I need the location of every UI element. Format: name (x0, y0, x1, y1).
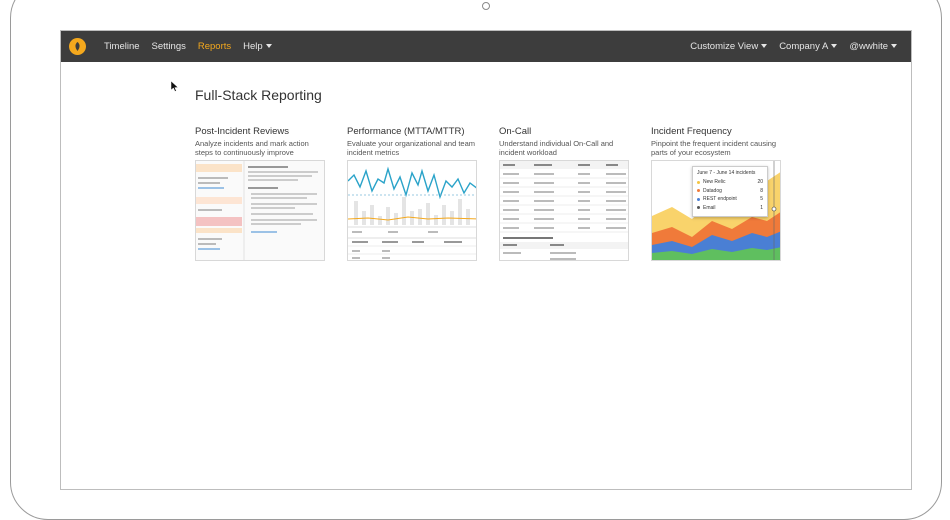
report-card-on-call[interactable]: On-Call Understand individual On-Call an… (499, 126, 631, 261)
report-card-performance[interactable]: Performance (MTTA/MTTR) Evaluate your or… (347, 126, 479, 261)
tooltip-row: New Relic 20 (697, 179, 763, 185)
series-dot-icon (697, 206, 700, 209)
chevron-down-icon (761, 44, 768, 49)
tooltip-row-label: REST endpoint (703, 196, 737, 202)
tooltip-row-label: New Relic (703, 179, 726, 185)
on-call-thumbnail[interactable] (499, 160, 629, 261)
report-card-post-incident[interactable]: Post-Incident Reviews Analyze incidents … (195, 126, 327, 261)
nav-reports[interactable]: Reports (197, 41, 232, 52)
company-label: Company A (779, 41, 829, 52)
card-description: Evaluate your organizational and team in… (347, 139, 475, 157)
card-description: Pinpoint the frequent incident causing p… (651, 139, 777, 157)
nav-timeline[interactable]: Timeline (104, 41, 140, 52)
card-title[interactable]: Incident Frequency (651, 126, 732, 137)
nav-right: Customize View Company A @wwhite (684, 41, 903, 52)
customize-view-menu[interactable]: Customize View (684, 41, 773, 52)
company-menu[interactable]: Company A (773, 41, 843, 52)
tooltip-row: Email 1 (697, 205, 763, 211)
tooltip-row-label: Email (703, 204, 716, 211)
card-title[interactable]: Performance (MTTA/MTTR) (347, 126, 465, 137)
page-title: Full-Stack Reporting (195, 87, 322, 103)
tooltip-title: June 7 - June 14 incidents (697, 170, 756, 176)
nav-help-label: Help (243, 41, 263, 52)
user-menu[interactable]: @wwhite (843, 41, 903, 52)
victorops-logo-icon[interactable] (69, 38, 86, 55)
browser-screen: Timeline Settings Reports Help Customize… (60, 30, 912, 490)
tooltip-row-value: 20 (757, 179, 763, 185)
performance-thumbnail[interactable] (347, 160, 477, 261)
nav-settings[interactable]: Settings (151, 41, 186, 52)
card-title[interactable]: On-Call (499, 126, 532, 137)
post-incident-thumbnail[interactable] (195, 160, 325, 261)
chevron-down-icon (265, 44, 272, 49)
nav-help[interactable]: Help (237, 41, 278, 52)
chevron-down-icon (891, 44, 897, 49)
top-navbar: Timeline Settings Reports Help Customize… (61, 31, 911, 62)
tooltip-row-label: Datadog (703, 187, 722, 194)
camera-dot (482, 2, 490, 10)
incident-frequency-thumbnail[interactable]: June 7 - June 14 incidents New Relic 20 Da… (651, 160, 781, 261)
customize-view-label: Customize View (690, 41, 759, 52)
tooltip-row-value: 8 (760, 187, 763, 194)
card-title[interactable]: Post-Incident Reviews (195, 126, 289, 137)
series-dot-icon (697, 189, 700, 192)
tooltip-row: REST endpoint 5 (697, 196, 763, 202)
tooltip-row: Datadog 8 (697, 188, 763, 194)
tooltip-rows: New Relic 20 Datadog 8 REST endpoint 5 Email 1 (697, 179, 763, 211)
series-dot-icon (697, 180, 700, 184)
report-card-incident-frequency[interactable]: Incident Frequency Pinpoint the frequent… (651, 126, 783, 261)
mouse-cursor-icon (170, 79, 179, 97)
tooltip-row-value: 1 (760, 204, 763, 211)
device-frame: Timeline Settings Reports Help Customize… (10, 0, 942, 520)
tooltip-row-value: 5 (760, 196, 763, 202)
frequency-tooltip: June 7 - June 14 incidents New Relic 20 Da… (692, 166, 768, 217)
card-description: Understand individual On-Call and incide… (499, 139, 614, 157)
user-label: @wwhite (849, 41, 888, 52)
chevron-down-icon (831, 44, 838, 49)
series-dot-icon (697, 197, 700, 201)
card-description: Analyze incidents and mark action steps … (195, 139, 309, 157)
